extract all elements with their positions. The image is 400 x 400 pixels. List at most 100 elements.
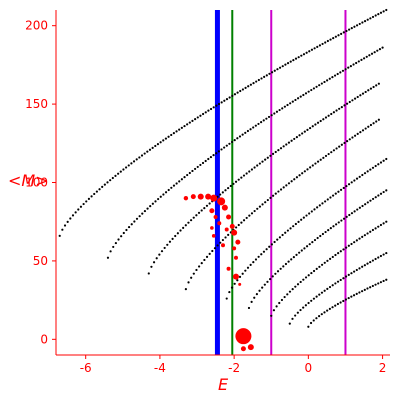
point (114, 241, 117, 245)
highlight-point-13 (232, 246, 237, 251)
point (374, 196, 377, 199)
point (228, 142, 231, 145)
point (326, 198, 329, 201)
point (336, 280, 340, 283)
point (299, 280, 302, 284)
point (204, 159, 207, 163)
point (166, 243, 169, 246)
point (273, 112, 276, 115)
point (286, 293, 289, 296)
point (311, 125, 314, 128)
point (366, 201, 369, 204)
vertical-lines (214, 10, 347, 355)
point (374, 164, 377, 168)
point (254, 258, 258, 261)
point (363, 288, 366, 291)
point (346, 140, 349, 143)
point (355, 177, 359, 180)
point (312, 297, 316, 300)
point (294, 285, 297, 288)
point (193, 167, 197, 171)
point (271, 152, 275, 155)
point (382, 222, 385, 225)
point (262, 250, 266, 253)
point (320, 313, 323, 316)
point (263, 283, 266, 286)
point (162, 139, 165, 142)
point (277, 148, 280, 152)
point (385, 251, 388, 255)
point (350, 27, 353, 30)
point (350, 272, 353, 275)
point (329, 196, 332, 199)
point (349, 64, 352, 68)
point (348, 138, 351, 141)
point (257, 122, 260, 126)
point (366, 170, 369, 173)
point (347, 66, 350, 69)
y-axis-label: <M> (8, 171, 49, 190)
point (379, 223, 383, 227)
point (310, 88, 313, 92)
point (374, 14, 377, 17)
point (374, 283, 377, 286)
point (294, 222, 297, 226)
point (119, 170, 122, 173)
point (284, 63, 287, 66)
series-6 (270, 220, 388, 317)
point (270, 314, 273, 317)
point (191, 119, 194, 122)
highlight-point-19 (217, 221, 222, 226)
point (234, 180, 238, 183)
point (344, 68, 347, 71)
point (305, 51, 308, 54)
point (209, 155, 213, 159)
point (215, 104, 218, 107)
point (258, 162, 261, 165)
highlight-point-15 (233, 255, 238, 260)
point (363, 172, 367, 175)
y-tick-label: 50 (33, 254, 48, 268)
point (143, 209, 147, 213)
point (291, 317, 294, 320)
point (175, 130, 178, 133)
point (357, 60, 360, 63)
point (240, 176, 243, 179)
highlight-point-17 (226, 266, 231, 271)
point (236, 91, 239, 94)
highlight-point-24 (210, 226, 214, 230)
point (171, 237, 174, 240)
point (79, 205, 83, 208)
point (381, 46, 384, 49)
point (277, 190, 280, 193)
point (298, 174, 301, 177)
point (385, 157, 388, 161)
point (352, 294, 356, 297)
point (255, 293, 258, 296)
point (286, 103, 289, 107)
point (184, 224, 187, 227)
point (198, 265, 201, 268)
point (244, 86, 247, 89)
point (250, 300, 253, 303)
point (310, 299, 313, 302)
y-tick-label: 100 (25, 176, 48, 190)
point (342, 31, 345, 34)
point (362, 57, 366, 60)
point (371, 284, 374, 288)
point (146, 150, 149, 153)
point (338, 145, 341, 148)
point (160, 250, 164, 253)
series-8 (307, 278, 388, 328)
point (63, 224, 67, 227)
point (308, 50, 311, 53)
point (199, 163, 202, 167)
x-tick-label: 2 (379, 361, 387, 375)
point (101, 185, 104, 189)
point (284, 262, 288, 266)
x-tick-label: 0 (305, 361, 313, 375)
point (319, 158, 322, 161)
point (293, 137, 296, 141)
point (286, 229, 289, 232)
